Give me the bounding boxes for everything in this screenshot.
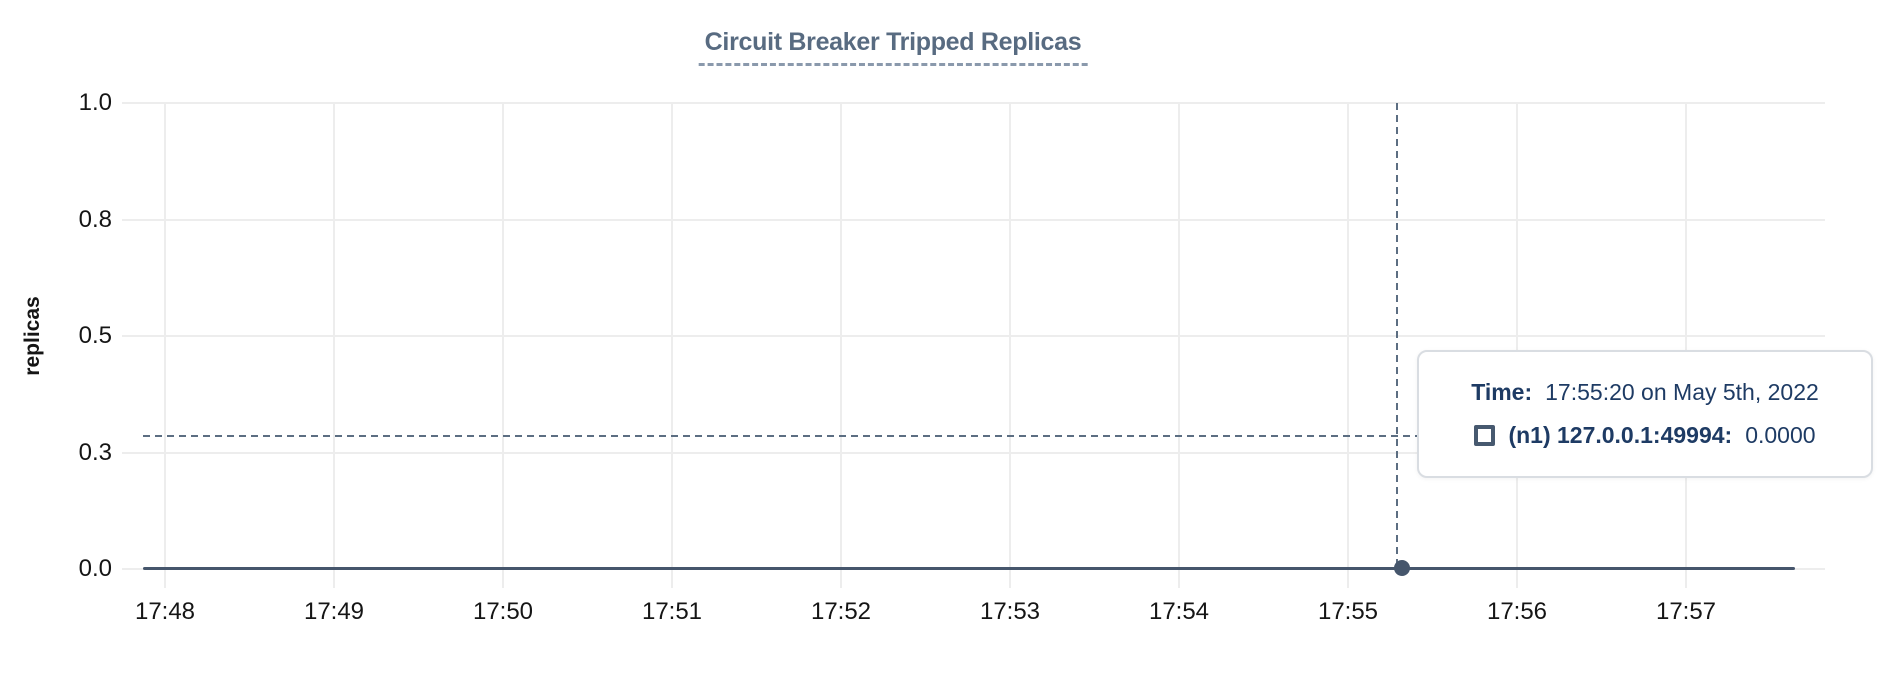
x-tick-label: 17:53 (979, 598, 1041, 625)
v-gridline (1009, 103, 1011, 588)
x-tick-label: 17:54 (1148, 598, 1210, 625)
x-tick-label: 17:49 (303, 598, 365, 625)
y-tick-label: 0.5 (78, 322, 112, 349)
h-gridline (122, 102, 1825, 104)
y-tick-label: 0.3 (78, 438, 112, 466)
x-tick-label: 17:51 (641, 598, 703, 625)
v-gridline (840, 103, 842, 588)
h-gridline (122, 218, 1825, 221)
x-tick-label: 17:55 (1317, 598, 1379, 625)
h-gridline (122, 451, 1825, 454)
tooltip-time-label: Time: (1471, 379, 1533, 405)
x-tick-label: 17:56 (1486, 598, 1548, 625)
tooltip-time-value: 17:55:20 on May 5th, 2022 (1545, 379, 1819, 405)
v-gridline (164, 103, 166, 588)
crosshair-vertical-line (1396, 103, 1398, 569)
x-tick-label: 17:52 (810, 598, 872, 625)
tooltip-series-value: 0.0000 (1745, 422, 1816, 448)
v-gridline (333, 103, 335, 588)
x-tick-label: 17:57 (1655, 598, 1717, 625)
data-point-marker (1394, 560, 1410, 576)
tooltip-series-label: (n1) 127.0.0.1:49994: (1508, 422, 1733, 448)
v-gridline (1516, 103, 1518, 588)
tooltip: Time: 17:55:20 on May 5th, 2022 (n1) 127… (1417, 350, 1873, 478)
y-tick-label: 0.0 (78, 555, 112, 582)
crosshair-horizontal-line (143, 435, 1420, 437)
series-line (143, 567, 1795, 570)
tooltip-series-row: (n1) 127.0.0.1:49994: 0.0000 (1474, 422, 1816, 449)
series-legend-swatch-icon (1474, 425, 1496, 446)
x-tick-label: 17:50 (472, 598, 534, 625)
chart-title: Circuit Breaker Tripped Replicas (698, 28, 1088, 66)
h-gridline (122, 335, 1825, 337)
v-gridline (671, 103, 673, 588)
v-gridline (502, 103, 504, 588)
tooltip-time-row: Time: 17:55:20 on May 5th, 2022 (1471, 379, 1819, 406)
v-gridline (1178, 103, 1180, 588)
y-tick-label: 1.0 (78, 89, 112, 116)
y-tick-label: 0.8 (78, 205, 112, 233)
v-gridline (1347, 103, 1349, 588)
v-gridline (1685, 103, 1687, 588)
x-tick-label: 17:48 (134, 598, 196, 625)
